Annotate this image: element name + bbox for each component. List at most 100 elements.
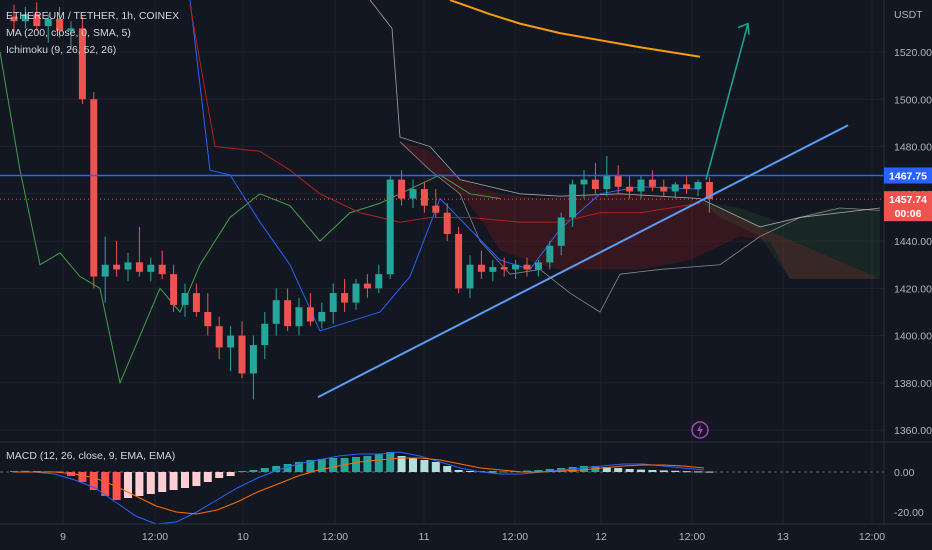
macd-hist-bar bbox=[21, 470, 30, 472]
macd-hist-bar bbox=[158, 472, 167, 492]
macd-hist-bar bbox=[659, 470, 668, 472]
countdown-label: 00:06 bbox=[895, 208, 922, 220]
macd-hist-bar bbox=[534, 470, 543, 472]
macd-hist-bar bbox=[443, 466, 452, 472]
candle-body bbox=[477, 264, 485, 272]
macd-hist-bar bbox=[329, 458, 338, 472]
price-tick-label: 1500.00 bbox=[894, 94, 932, 106]
projection-arrowhead bbox=[737, 22, 750, 35]
time-tick-label: 12 bbox=[595, 531, 607, 543]
candle-body bbox=[626, 186, 634, 192]
macd-tick-label: 0.00 bbox=[894, 467, 915, 479]
macd-hist-bar bbox=[420, 460, 429, 472]
candle-body bbox=[420, 189, 428, 206]
macd-hist-bar bbox=[545, 469, 554, 472]
time-tick-label: 10 bbox=[237, 531, 249, 543]
ma-legend[interactable]: MA (200, close, 0, SMA, 5) bbox=[6, 27, 131, 40]
candle-body bbox=[591, 179, 599, 190]
candle-body bbox=[90, 99, 98, 277]
time-tick-label: 12:00 bbox=[502, 531, 528, 543]
macd-hist-bar bbox=[101, 472, 110, 496]
macd-hist-bar bbox=[78, 472, 87, 482]
macd-hist-bar bbox=[454, 470, 463, 472]
candle-body bbox=[56, 18, 64, 31]
macd-hist-bar bbox=[671, 470, 680, 472]
macd-hist-bar bbox=[625, 469, 634, 472]
macd-hist-bar bbox=[614, 468, 623, 472]
price-tick-label: 1520.00 bbox=[894, 47, 932, 59]
drawings[interactable] bbox=[0, 22, 884, 439]
macd-hist-bar bbox=[238, 471, 246, 472]
candle-body bbox=[523, 264, 531, 270]
macd-hist-bar bbox=[523, 470, 531, 472]
candle-body bbox=[637, 179, 645, 192]
last-price-label: 1457.74 bbox=[889, 194, 927, 206]
macd-hist-bar bbox=[192, 472, 201, 486]
macd-hist-bar bbox=[352, 457, 360, 472]
candle-body bbox=[512, 264, 520, 270]
macd-hist-bar bbox=[295, 462, 303, 472]
time-tick-label: 12:00 bbox=[322, 531, 348, 543]
macd-hist-bar bbox=[249, 470, 258, 472]
ichimoku-legend-label: Ichimoku (9, 26, 52, 26) bbox=[6, 44, 117, 56]
candle-body bbox=[557, 217, 565, 246]
candle-body bbox=[660, 186, 668, 192]
candle-body bbox=[455, 234, 463, 289]
macd-hist-bar bbox=[488, 471, 497, 473]
candle-body bbox=[215, 326, 223, 348]
candle-body bbox=[705, 182, 713, 200]
macd-legend-label: MACD (12, 26, close, 9, EMA, EMA) bbox=[6, 450, 176, 462]
candle-body bbox=[284, 300, 292, 327]
macd-hist-bar bbox=[705, 471, 714, 473]
candle-body bbox=[227, 335, 235, 348]
candle-body bbox=[249, 345, 257, 374]
macd-tick-label: -20.00 bbox=[894, 507, 924, 519]
macd-hist-bar bbox=[648, 470, 657, 472]
ma200-curve bbox=[449, 0, 701, 58]
price-tick-label: 1380.00 bbox=[894, 378, 932, 390]
macd-hist-bar bbox=[169, 472, 178, 490]
macd-legend[interactable]: MACD (12, 26, close, 9, EMA, EMA) bbox=[6, 450, 175, 463]
candle-body bbox=[181, 293, 189, 305]
symbol-legend[interactable]: ETHEREUM / TETHER, 1h, COINEX bbox=[6, 10, 179, 23]
currency-label: USDT bbox=[894, 9, 923, 21]
ichimoku-legend[interactable]: Ichimoku (9, 26, 52, 26) bbox=[6, 44, 116, 57]
candle-body bbox=[489, 267, 497, 272]
macd-hist-bar bbox=[694, 471, 702, 473]
candle-body bbox=[192, 293, 200, 312]
ma-legend-label: MA (200, close, 0, SMA, 5) bbox=[6, 27, 131, 39]
price-tick-label: 1400.00 bbox=[894, 331, 932, 343]
cloud-bull bbox=[700, 200, 880, 279]
macd-hist-bar bbox=[317, 459, 326, 472]
candle-body bbox=[683, 184, 691, 190]
macd-hist-bar bbox=[397, 456, 406, 472]
macd-hist-bar bbox=[568, 467, 577, 472]
price-tick-label: 1440.00 bbox=[894, 236, 932, 248]
candle-body bbox=[78, 28, 86, 100]
candle-body bbox=[135, 262, 143, 272]
candle-body bbox=[500, 267, 508, 270]
candle-body bbox=[603, 174, 611, 190]
candle-body bbox=[10, 16, 18, 22]
macd-hist-bar bbox=[55, 471, 64, 473]
macd-hist-bar bbox=[203, 472, 212, 482]
macd-hist-bar bbox=[112, 472, 121, 500]
macd-hist-bar bbox=[431, 462, 440, 472]
candle-body bbox=[67, 28, 75, 31]
macd-hist-bar bbox=[283, 464, 292, 472]
candle-body bbox=[329, 293, 337, 312]
symbol-title: ETHEREUM / TETHER, 1h, COINEX bbox=[6, 10, 180, 22]
candle-body bbox=[580, 179, 588, 185]
grid-lines bbox=[0, 0, 884, 524]
alert-icon bbox=[691, 421, 709, 439]
macd-hist-bar bbox=[682, 471, 691, 473]
macd-hist-bar bbox=[477, 471, 486, 472]
time-tick-label: 9 bbox=[60, 531, 66, 543]
candle-body bbox=[546, 245, 554, 263]
candle-body bbox=[306, 307, 314, 322]
candle-body bbox=[363, 283, 371, 289]
resistance-price-box bbox=[884, 167, 932, 184]
candle-body bbox=[671, 184, 679, 192]
candle-body bbox=[534, 262, 542, 270]
